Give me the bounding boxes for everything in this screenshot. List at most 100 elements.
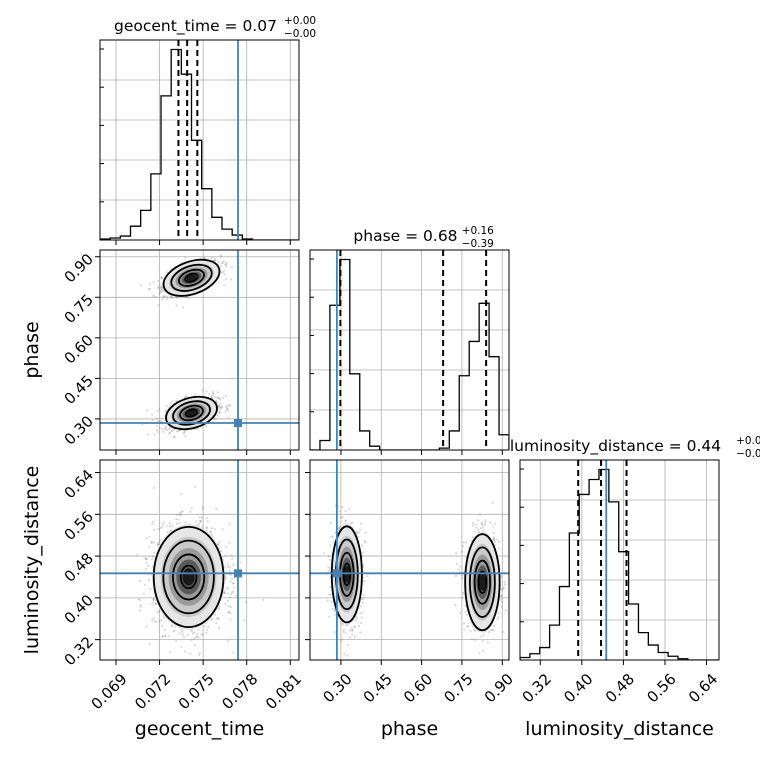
contour-line — [178, 268, 205, 287]
density-level — [182, 568, 195, 586]
sample-point — [214, 613, 217, 616]
sample-point — [184, 296, 187, 299]
sample-point — [210, 396, 213, 399]
sample-point — [481, 640, 484, 643]
sample-point — [157, 279, 160, 282]
sample-point — [489, 629, 492, 632]
sample-point — [331, 607, 334, 610]
sample-point — [161, 635, 164, 638]
sample-point — [232, 582, 235, 585]
sample-point — [334, 531, 337, 534]
sample-point — [166, 428, 169, 432]
title-plus: +0.16 — [462, 225, 494, 237]
sample-point — [178, 511, 181, 515]
sample-point — [160, 289, 163, 292]
sample-point — [168, 522, 172, 525]
sample-point — [162, 295, 165, 298]
sample-point — [200, 633, 203, 636]
sample-point — [364, 531, 367, 534]
sample-point — [158, 293, 161, 296]
sample-point — [212, 392, 215, 395]
sample-point — [192, 637, 195, 640]
sample-point — [341, 506, 344, 509]
sample-point — [160, 276, 163, 279]
sample-point — [355, 530, 358, 533]
sample-point — [359, 605, 363, 608]
sample-point — [215, 399, 218, 402]
sample-point — [228, 541, 231, 544]
sample-point — [218, 408, 221, 411]
panel-phase-vs-luminosity_distance: 0.30 0.45 0.60 0.75 0.90 — [305, 459, 517, 706]
sample-point — [210, 395, 213, 398]
sample-point — [353, 625, 356, 628]
sample-point — [225, 587, 228, 590]
sample-point — [158, 426, 161, 429]
sample-point — [512, 573, 514, 575]
sample-point — [462, 591, 465, 595]
sample-point — [137, 598, 140, 601]
panel-geocent_time: geocent_time = 0.07 +0.00−0.00 — [99, 15, 316, 245]
sample-point — [190, 639, 193, 642]
density-area — [100, 460, 299, 660]
sample-point — [161, 635, 164, 638]
sample-point — [345, 519, 348, 522]
sample-point — [139, 605, 142, 608]
title-plus: +0.00 — [284, 15, 316, 27]
sample-point — [360, 616, 363, 619]
sample-point — [169, 651, 172, 654]
sample-point — [487, 631, 491, 634]
sample-point — [224, 263, 227, 266]
sample-point — [226, 592, 229, 595]
sample-point — [181, 510, 184, 513]
sample-point — [224, 554, 227, 558]
sample-point — [228, 570, 231, 573]
sample-point — [205, 516, 208, 519]
sample-point — [478, 513, 481, 516]
sample-point — [173, 436, 176, 439]
sample-point — [327, 554, 330, 558]
sample-point — [201, 507, 204, 510]
sample-point — [337, 505, 340, 508]
sample-point — [353, 635, 356, 638]
sample-point — [199, 519, 202, 522]
sample-point — [359, 528, 362, 531]
sample-point — [159, 290, 162, 293]
sample-point — [183, 636, 186, 639]
sample-point — [180, 629, 183, 632]
sample-point — [207, 625, 210, 629]
sample-point — [223, 269, 226, 272]
sample-point — [353, 625, 356, 629]
sample-point — [198, 652, 201, 655]
y-tick-label: 0.32 — [61, 633, 97, 669]
sample-point — [327, 569, 330, 572]
sample-point — [150, 541, 153, 545]
sample-point — [217, 542, 220, 546]
sample-point — [175, 640, 178, 643]
y-tick-label: 0.30 — [61, 412, 97, 448]
sample-point — [329, 593, 332, 596]
sample-point — [156, 543, 159, 546]
sample-point — [201, 525, 204, 528]
sample-point — [223, 284, 226, 287]
sample-point — [220, 255, 223, 258]
sample-point — [214, 259, 217, 262]
sample-point — [171, 400, 174, 403]
sample-point — [147, 433, 150, 436]
sample-point — [359, 522, 362, 525]
sample-point — [209, 531, 212, 534]
sample-point — [166, 530, 169, 534]
sample-point — [201, 633, 204, 636]
sample-point — [148, 643, 151, 646]
sample-point — [220, 261, 223, 265]
sample-point — [158, 283, 162, 286]
sample-point — [221, 271, 224, 274]
sample-point — [359, 631, 362, 634]
sample-point — [226, 409, 230, 412]
sample-point — [172, 435, 175, 438]
sample-point — [326, 599, 329, 602]
sample-point — [175, 399, 178, 402]
sample-point — [363, 580, 366, 583]
sample-point — [148, 578, 151, 581]
sample-point — [221, 271, 224, 274]
sample-point — [161, 624, 164, 628]
